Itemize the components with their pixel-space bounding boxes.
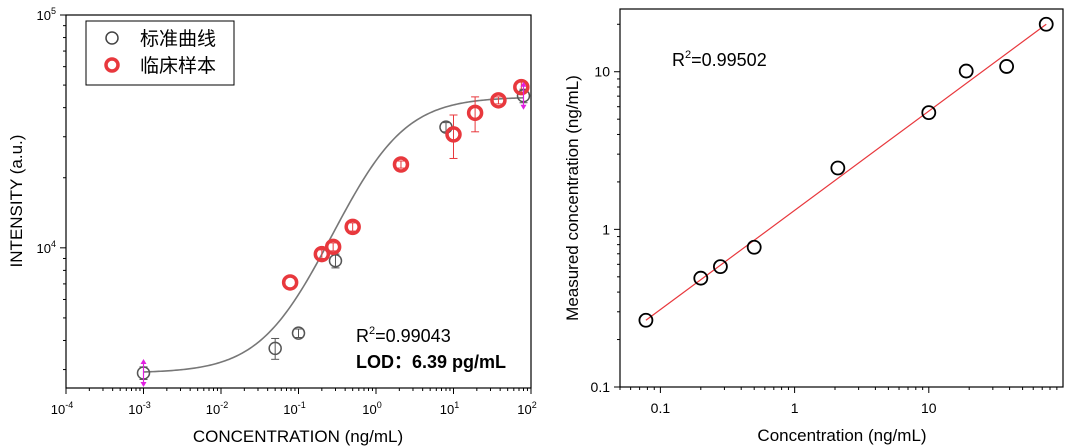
chart2-ticks: 0.1 1 10 0.1 1 10 [591,23,1058,416]
chart1-error-bars [139,81,528,380]
standard-point [291,326,306,340]
data-point [999,59,1015,74]
data-point [746,239,762,255]
chart1-x-axis-title: CONCENTRATION (ng/mL) [193,427,403,446]
clinical-point [344,218,361,236]
chart2-points [638,16,1054,328]
x-tick-label: 10-1 [283,400,305,417]
standard-point [268,341,282,356]
clinical-point [313,245,331,263]
y-tick-label: 105 [37,6,56,23]
chart1-lod-markers [140,81,527,387]
lod-arrow-up [140,358,147,364]
x-tick-label: 1 [791,400,799,416]
x-tick-label: 101 [440,400,459,417]
x-tick-label: 102 [517,400,536,417]
data-point [638,312,654,328]
data-point [693,270,709,286]
clinical-point [445,126,462,143]
x-tick-label: 10-2 [206,400,228,417]
x-tick-label: 10 [921,400,937,416]
legend-marker-standard [105,31,119,45]
chart1-r2-annotation: R2=0.99043 [356,325,451,346]
chart1-legend: 标准曲线 临床样本 [85,20,235,86]
chart1-fit-curve [143,97,524,373]
standard-point [328,254,343,268]
data-point [713,259,728,275]
clinical-point [466,104,484,122]
data-point [830,160,846,176]
chart2-r2-annotation: R2=0.99502 [672,49,767,70]
lod-arrow-down [520,104,527,110]
fit-curve [143,97,524,373]
clinical-point [490,92,507,109]
chart2-y-axis-title: Measured concentration (ng/mL) [563,75,582,321]
legend-marker-clinical [104,57,120,73]
fit-line [645,23,1047,321]
chart1-y-axis-title: INTENSITY (a.u.) [7,135,26,268]
correlation-chart: 0.1 1 10 0.1 1 10 R2=0.99502 Concentration (n… [563,8,1064,445]
y-tick-label: 0.1 [591,379,611,395]
y-tick-label: 104 [37,239,56,256]
x-tick-label: 100 [362,400,381,417]
clinical-point [392,156,410,173]
data-point [921,105,937,121]
lod-arrow-down [140,381,147,387]
data-point [958,63,974,79]
legend-label-standard: 标准曲线 [140,28,216,50]
clinical-point [281,274,299,291]
x-tick-label: 10-3 [128,400,150,417]
chart2-plot-frame [619,8,1064,388]
chart2-x-axis-title: Concentration (ng/mL) [757,426,926,445]
y-tick-label: 1 [602,221,610,237]
y-tick-label: 10 [594,64,610,80]
data-point [1038,16,1054,32]
chart1-ticks: 10-4 10-3 10-2 10-1 100 101 102 104 105 [37,6,537,417]
x-tick-label: 10-4 [51,400,73,417]
chart1-points [136,78,531,380]
chart1-lod-annotation: LOD：6.39 pg/mL [356,352,506,372]
legend-label-clinical: 临床样本 [140,55,216,77]
clinical-point [324,238,342,256]
x-tick-label: 0.1 [651,400,671,416]
chart2-fit-line [645,23,1047,321]
clinical-point [513,78,530,96]
calibration-chart: 10-4 10-3 10-2 10-1 100 101 102 104 105 标准曲线 临床样… [7,6,537,446]
lod-arrow-up [520,81,527,87]
